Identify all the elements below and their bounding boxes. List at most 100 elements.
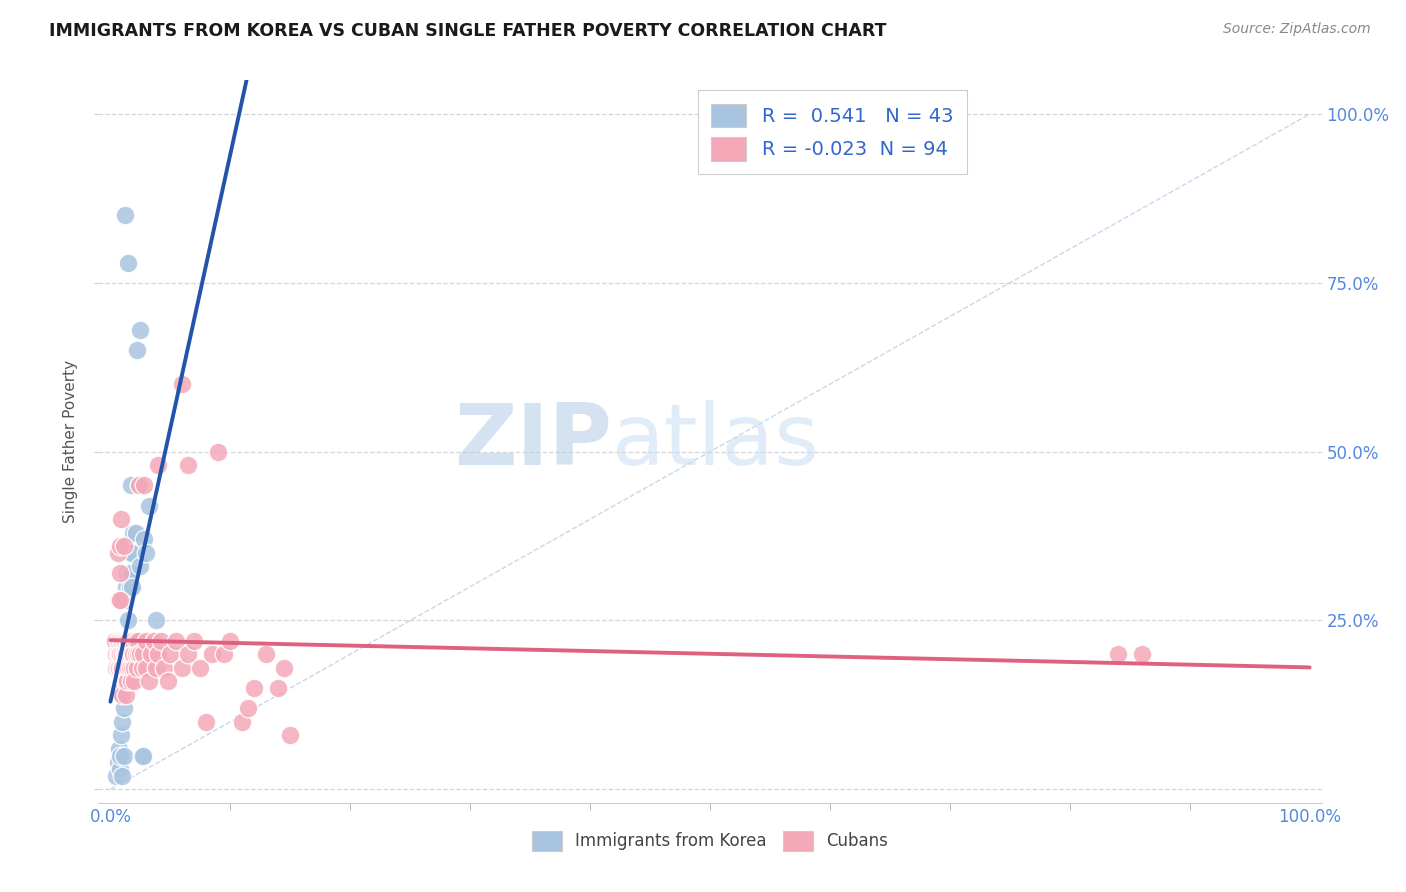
Point: [1107, 647, 1129, 661]
Point: [108, 647, 131, 661]
Point: [124, 647, 146, 661]
Point: [127, 647, 149, 661]
Point: [278, 728, 301, 742]
Point: [112, 748, 135, 763]
Point: [118, 546, 141, 560]
Point: [121, 647, 143, 661]
Point: [114, 593, 136, 607]
Point: [207, 444, 229, 458]
Point: [114, 208, 136, 222]
Point: [114, 633, 136, 648]
Point: [148, 647, 170, 661]
Point: [120, 566, 142, 581]
Point: [159, 647, 181, 661]
Point: [172, 377, 194, 392]
Point: [231, 714, 253, 729]
Point: [111, 688, 134, 702]
Point: [145, 614, 167, 628]
Point: [125, 661, 148, 675]
Point: [132, 748, 155, 763]
Point: [129, 323, 152, 337]
Point: [177, 647, 200, 661]
Text: Source: ZipAtlas.com: Source: ZipAtlas.com: [1223, 22, 1371, 37]
Point: [172, 661, 194, 675]
Point: [120, 633, 142, 648]
Point: [114, 647, 136, 661]
Point: [112, 539, 135, 553]
Y-axis label: Single Father Poverty: Single Father Poverty: [63, 360, 79, 523]
Point: [120, 674, 142, 689]
Point: [183, 633, 205, 648]
Point: [122, 633, 145, 648]
Point: [111, 661, 134, 675]
Point: [105, 769, 128, 783]
Point: [254, 647, 277, 661]
Point: [114, 633, 136, 648]
Point: [153, 661, 176, 675]
Point: [111, 714, 134, 729]
Point: [122, 525, 145, 540]
Point: [110, 512, 132, 526]
Point: [131, 748, 153, 763]
Point: [107, 546, 129, 560]
Point: [111, 647, 134, 661]
Point: [118, 661, 141, 675]
Point: [114, 661, 136, 675]
Point: [132, 647, 155, 661]
Point: [108, 539, 131, 553]
Point: [108, 647, 129, 661]
Point: [111, 769, 134, 783]
Point: [105, 647, 128, 661]
Point: [115, 566, 138, 581]
Point: [1130, 647, 1153, 661]
Point: [108, 762, 131, 776]
Point: [120, 478, 142, 492]
Point: [115, 633, 138, 648]
Point: [121, 661, 143, 675]
Point: [201, 647, 224, 661]
Point: [112, 633, 135, 648]
Point: [108, 593, 129, 607]
Point: [142, 633, 165, 648]
Point: [165, 633, 187, 648]
Point: [111, 688, 134, 702]
Point: [121, 546, 143, 560]
Point: [115, 688, 138, 702]
Point: [214, 647, 236, 661]
Point: [117, 647, 139, 661]
Point: [195, 714, 218, 729]
Point: [117, 661, 139, 675]
Point: [117, 255, 139, 269]
Point: [149, 633, 172, 648]
Point: [127, 633, 149, 648]
Point: [117, 633, 139, 648]
Point: [267, 681, 290, 695]
Point: [141, 633, 163, 648]
Point: [129, 647, 152, 661]
Point: [148, 458, 170, 472]
Point: [124, 647, 146, 661]
Point: [135, 546, 157, 560]
Point: [108, 566, 131, 581]
Point: [132, 478, 155, 492]
Point: [104, 633, 127, 648]
Point: [118, 580, 141, 594]
Point: [129, 633, 152, 648]
Point: [114, 674, 136, 689]
Point: [108, 748, 131, 763]
Point: [243, 681, 266, 695]
Point: [112, 701, 135, 715]
Text: atlas: atlas: [612, 400, 820, 483]
Point: [238, 701, 260, 715]
Point: [107, 647, 129, 661]
Text: ZIP: ZIP: [454, 400, 612, 483]
Point: [122, 647, 145, 661]
Point: [110, 633, 132, 648]
Point: [124, 674, 146, 689]
Point: [124, 525, 146, 540]
Point: [129, 559, 152, 574]
Point: [135, 661, 157, 675]
Point: [121, 580, 143, 594]
Point: [138, 499, 160, 513]
Point: [138, 674, 160, 689]
